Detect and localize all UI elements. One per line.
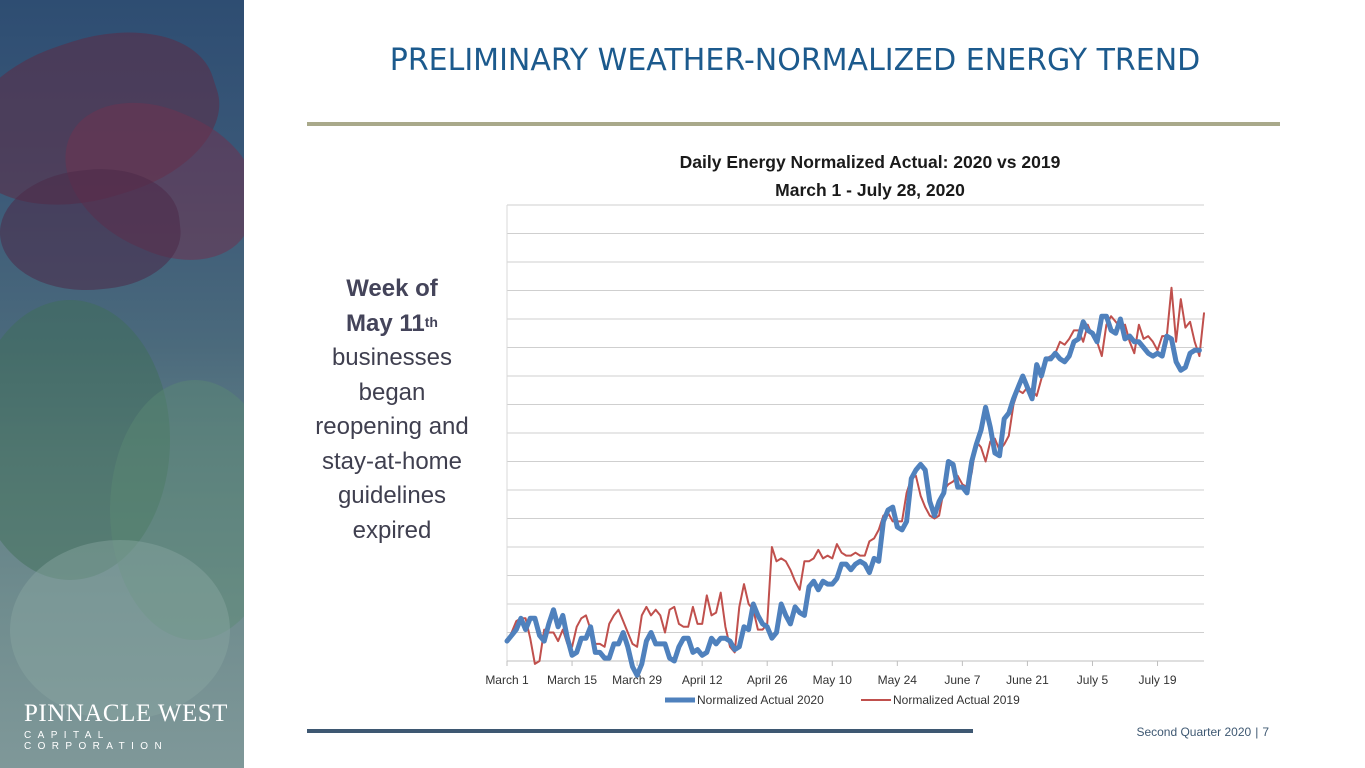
logo-name: PINNACLE WEST bbox=[24, 700, 228, 727]
series-line bbox=[504, 313, 1202, 678]
chart-title: Daily Energy Normalized Actual: 2020 vs … bbox=[679, 152, 1061, 172]
x-tick-label: April 26 bbox=[747, 673, 788, 687]
chart-subtitle: March 1 - July 28, 2020 bbox=[775, 180, 965, 200]
chart-title-block: Daily Energy Normalized Actual: 2020 vs … bbox=[560, 148, 1180, 204]
x-tick-label: July 5 bbox=[1077, 673, 1109, 687]
legend-label: Normalized Actual 2019 bbox=[893, 693, 1020, 707]
series-line bbox=[506, 286, 1205, 665]
callout-line: expired bbox=[352, 516, 432, 544]
callout-line: guidelines bbox=[337, 482, 447, 509]
x-axis-tick-labels: March 1 March 15 March 29 April 12 April 26 M… bbox=[485, 673, 1177, 687]
x-tick-label: March 29 bbox=[612, 673, 662, 687]
x-tick-label: March 15 bbox=[547, 673, 597, 687]
x-tick-label: May 10 bbox=[813, 673, 853, 687]
footer-separator: | bbox=[1255, 725, 1259, 739]
chart-series bbox=[504, 286, 1205, 678]
line-chart: March 1 March 15 March 29 April 12 April 26 M… bbox=[485, 204, 1205, 707]
callout-line-2: May 11th bbox=[302, 307, 482, 342]
cactus-shape bbox=[0, 300, 170, 580]
x-tick-label: May 24 bbox=[878, 673, 918, 687]
callout-line: began bbox=[358, 378, 426, 406]
x-tick-label: June 21 bbox=[1006, 673, 1049, 687]
footer-divider bbox=[307, 729, 973, 733]
chart-axes bbox=[506, 205, 1204, 666]
callout-line: businesses bbox=[331, 344, 453, 371]
x-tick-label: July 19 bbox=[1139, 673, 1177, 687]
page-number: 7 bbox=[1262, 725, 1269, 739]
footer-text: Second Quarter 2020 bbox=[1136, 725, 1252, 739]
callout-line: stay-at-home bbox=[321, 447, 463, 475]
title-divider bbox=[307, 122, 1280, 126]
callout-date: May 11 bbox=[346, 309, 425, 337]
sidebar-photo: PINNACLE WEST CAPITAL CORPORATION bbox=[0, 0, 244, 768]
callout-superscript: th bbox=[424, 313, 438, 330]
footer: Second Quarter 2020 | 7 bbox=[1136, 725, 1269, 739]
x-tick-label: April 12 bbox=[682, 673, 723, 687]
callout-line: reopening and bbox=[315, 413, 469, 440]
chart-legend: Normalized Actual 2020 Normalized Actual … bbox=[665, 693, 1020, 707]
logo-subtitle: CAPITAL CORPORATION bbox=[24, 730, 169, 752]
legend-label: Normalized Actual 2020 bbox=[697, 693, 824, 707]
callout-text: Week of May 11th businesses began reopen… bbox=[302, 272, 482, 548]
cactus-shape bbox=[110, 380, 244, 640]
page-title: PRELIMINARY WEATHER-NORMALIZED ENERGY TR… bbox=[389, 43, 1201, 78]
chart-gridlines bbox=[507, 204, 1204, 633]
cactus-shape bbox=[10, 540, 230, 720]
callout-line-1: Week of bbox=[346, 275, 438, 302]
x-tick-label: March 1 bbox=[485, 673, 529, 687]
x-tick-label: June 7 bbox=[944, 673, 980, 687]
company-logo: PINNACLE WEST CAPITAL CORPORATION bbox=[24, 700, 244, 752]
